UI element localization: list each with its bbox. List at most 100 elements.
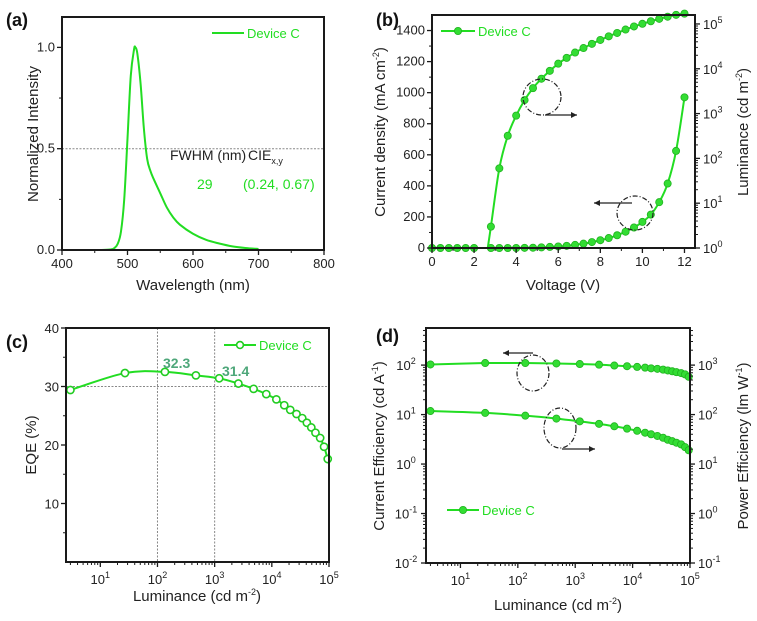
series-line-eqe: [70, 370, 329, 460]
legend-d: Device C: [447, 503, 535, 518]
x-tick-label: 800: [313, 256, 335, 271]
legend-marker-c: [235, 340, 245, 350]
x-tick-label: 102: [508, 571, 527, 588]
marker-current-density: [663, 179, 672, 188]
marker-current-efficiency: [610, 361, 619, 370]
y2-tick-label: 100: [698, 505, 717, 522]
y-tick-label: 10-1: [395, 505, 417, 522]
y-tick-label: 0.5: [37, 141, 55, 156]
marker-luminance: [587, 39, 596, 48]
legend-label-a: Device C: [247, 26, 300, 41]
marker-luminance: [528, 84, 537, 93]
marker-eqe: [315, 433, 325, 443]
x-tick-label: 101: [91, 570, 110, 587]
x-tick-label: 105: [680, 571, 699, 588]
y-tick-label: 200: [403, 209, 425, 224]
x-axis-title-d: Luminance (cd m-2): [494, 596, 622, 614]
x-tick-label: 2: [470, 254, 477, 269]
plot-frame-b: [431, 14, 696, 249]
legend-label-b: Device C: [478, 24, 531, 39]
y-tick-label: 600: [403, 147, 425, 162]
y-tick-label: 102: [396, 356, 415, 373]
y2-axis-title-d: Power Efficiency (lm W-1): [734, 363, 752, 530]
y-tick-label: 0: [418, 240, 425, 255]
legend-marker-b: [453, 26, 462, 35]
marker-luminance: [680, 9, 689, 18]
y2-tick-label: 101: [703, 194, 722, 211]
fwhm-header: FWHM (nm): [170, 147, 246, 163]
marker-eqe: [66, 385, 75, 395]
y2-tick-label: 102: [703, 149, 722, 166]
x-tick-label: 8: [597, 254, 604, 269]
x-axis-title-c: Luminance (cd m-2): [133, 587, 261, 605]
y2-tick-label: 102: [698, 406, 717, 423]
y-tick-label: 1200: [396, 54, 425, 69]
y-tick-label: 1000: [396, 85, 425, 100]
marker-luminance: [604, 32, 613, 41]
marker-current-efficiency: [684, 372, 693, 381]
x-axis-title-a: Wavelength (nm): [136, 277, 250, 294]
y2-tick-label: 103: [703, 105, 722, 122]
plot-frame-c: [65, 327, 330, 563]
marker-eqe: [311, 428, 320, 438]
y-tick-label: 30: [45, 380, 59, 395]
marker-current-density: [621, 227, 630, 236]
marker-power-efficiency: [481, 408, 490, 417]
marker-power-efficiency: [595, 419, 604, 428]
x-tick-label: 103: [565, 571, 584, 588]
marker-luminance: [613, 28, 622, 37]
x-tick-label: 6: [555, 254, 562, 269]
y-tick-label: 1400: [396, 23, 425, 38]
marker-power-efficiency: [521, 411, 530, 420]
marker-current-efficiency: [575, 360, 584, 369]
marker-eqe: [233, 379, 243, 388]
marker-eqe: [285, 405, 295, 415]
arrowhead-right-icon: [571, 112, 577, 118]
marker-power-efficiency: [623, 424, 632, 433]
marker-eqe: [271, 394, 281, 404]
y2-tick-label: 105: [703, 15, 722, 32]
y-tick-label: 20: [45, 438, 59, 453]
x-tick-label: 600: [182, 256, 204, 271]
cie-header: CIEx,y: [248, 147, 283, 166]
marker-luminance: [503, 131, 512, 140]
y2-tick-label: 100: [703, 239, 722, 256]
marker-current-density: [587, 238, 596, 247]
panel-b: (b) 0 2 4 6 8 10 12 0 200 400 600 800 1000 1200 1400 10…: [371, 9, 752, 294]
arrowhead-left-icon: [594, 200, 600, 206]
marker-luminance: [495, 164, 504, 173]
y-tick-label: 1.0: [37, 39, 55, 54]
marker-eqe: [261, 389, 271, 399]
y2-tick-label: 103: [698, 356, 717, 373]
legend-a: Device C: [212, 26, 300, 41]
marker-current-density: [613, 231, 622, 240]
x-axis-title-b: Voltage (V): [526, 277, 600, 294]
panel-label-d: (d): [376, 326, 399, 346]
marker-power-efficiency: [575, 417, 584, 426]
x-tick-label: 101: [451, 571, 470, 588]
arrowhead-left-icon: [503, 350, 509, 356]
x-tick-label: 400: [51, 256, 73, 271]
panel-label-a: (a): [6, 10, 28, 30]
fwhm-value: 29: [197, 176, 213, 192]
marker-luminance: [638, 19, 647, 28]
marker-eqe: [319, 442, 329, 452]
y-axis-title-c: EQE (%): [23, 415, 40, 474]
y-axis-title-d: Current Efficiency (cd A-1): [370, 361, 388, 530]
x-tick-label: 4: [513, 254, 520, 269]
marker-current-density: [638, 217, 647, 226]
x-tick-label: 103: [205, 570, 224, 587]
x-tick-label: 500: [117, 256, 139, 271]
marker-power-efficiency: [633, 426, 642, 435]
marker-power-efficiency: [684, 446, 693, 455]
legend-b: Device C: [441, 24, 531, 39]
x-tick-label: 12: [677, 254, 691, 269]
callout-circle-ce: [516, 354, 550, 392]
x-tick-label: 104: [262, 570, 281, 587]
plot-frame-d: [425, 327, 691, 564]
marker-current-efficiency: [595, 360, 604, 369]
marker-luminance: [554, 59, 563, 68]
marker-luminance: [621, 25, 630, 34]
marker-current-density: [604, 234, 613, 243]
marker-luminance: [596, 35, 605, 44]
